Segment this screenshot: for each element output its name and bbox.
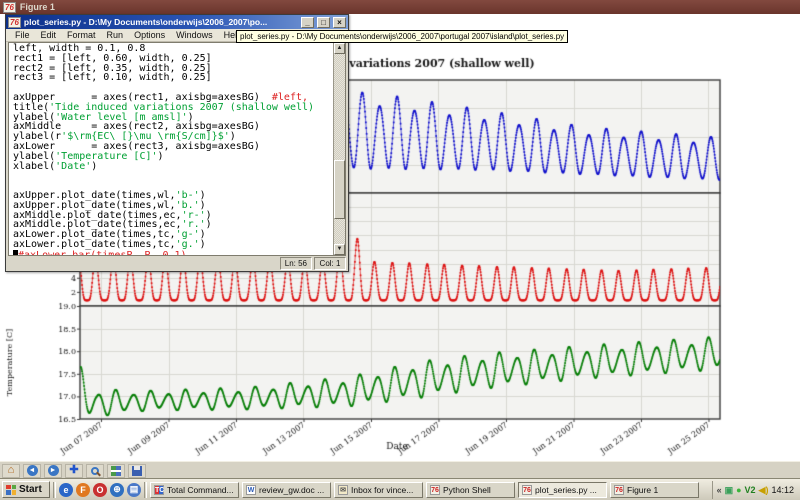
word-icon: W — [246, 484, 256, 495]
taskbar-separator — [53, 481, 56, 498]
idle-icon: 76 — [8, 16, 21, 28]
code-line: rect2 = [left, 0.35, width, 0.25] — [13, 62, 212, 74]
pan-icon[interactable]: ✚ — [65, 463, 83, 478]
opera-icon[interactable]: O — [93, 482, 107, 497]
task-label: review_gw.doc ... — [259, 484, 325, 495]
scroll-down-icon[interactable]: ▼ — [334, 244, 345, 255]
code-line: xlabel('Date') — [13, 160, 98, 172]
code-line — [13, 171, 332, 181]
taskbar-clock: 14:12 — [771, 484, 794, 495]
internet-explorer-icon[interactable]: e — [59, 482, 73, 497]
task-python-shell[interactable]: 76 Python Shell — [426, 481, 515, 498]
scroll-up-icon[interactable]: ▲ — [334, 43, 345, 54]
zoom-icon[interactable] — [86, 463, 104, 478]
code-line: title('Tide induced variations 2007 (sha… — [13, 101, 315, 113]
menu-edit[interactable]: Edit — [40, 30, 57, 40]
python-icon: 76 — [522, 484, 532, 495]
volume-icon[interactable]: ◀) — [758, 484, 769, 495]
windows-explorer-icon[interactable]: ▤ — [127, 482, 141, 497]
task-label: Python Shell — [443, 484, 491, 495]
code-line: #axLower.bar(timesP, P, 0.1) — [13, 249, 332, 255]
task-total-command-[interactable]: TC Total Command... — [150, 481, 239, 498]
task-inbox-for-vince-[interactable]: ✉ Inbox for vince... — [334, 481, 423, 498]
editor-title: plot_series.py - D:\My Documents\onderwi… — [23, 17, 268, 27]
firefox-icon[interactable]: F — [76, 482, 90, 497]
editor-titlebar[interactable]: 76 plot_series.py - D:\My Documents\onde… — [6, 15, 348, 29]
editor-scrollbar[interactable]: ▲ ▼ — [333, 43, 345, 255]
task-label: plot_series.py ... — [535, 484, 597, 495]
start-label: Start — [19, 484, 42, 495]
code-line: axMiddle.plot_date(times,ec,'r.') — [13, 219, 212, 231]
status-line: Ln: 56 — [279, 257, 312, 270]
code-line: axLower = axes(rect3, axisbg=axesBG) — [13, 140, 260, 152]
code-line: rect1 = [left, 0.60, width, 0.25] — [13, 52, 212, 64]
code-line: ylabel(r'$\rm{EC\ [}\mu \rm{S/cm]}$') — [13, 131, 236, 143]
globe-browser-icon[interactable]: ⊕ — [110, 482, 124, 497]
code-line: axUpper = axes(rect1, axisbg=axesBG) #le… — [13, 91, 309, 103]
code-line: rect3 = [left, 0.10, width, 0.25] — [13, 72, 212, 84]
matplotlib-toolbar: ⌂ ◄ ► ✚ — [0, 461, 800, 478]
matplotlib-tk-icon: 76 — [3, 1, 16, 13]
code-line: left, width = 0.1, 0.8 — [13, 43, 146, 54]
editor-statusbar: Ln: 56 Col: 1 — [8, 257, 346, 270]
editor-window: 76 plot_series.py - D:\My Documents\onde… — [5, 14, 349, 272]
back-icon[interactable]: ◄ — [23, 463, 41, 478]
menu-run[interactable]: Run — [106, 30, 124, 40]
start-button[interactable]: Start — [2, 481, 50, 498]
maximize-button[interactable]: □ — [317, 16, 330, 28]
task-label: Inbox for vince... — [351, 484, 414, 495]
hide-icons-chevron-icon[interactable]: « — [716, 484, 722, 495]
python-icon: 76 — [614, 484, 624, 495]
python-icon: 76 — [430, 484, 440, 495]
mail-icon: ✉ — [338, 484, 348, 495]
code-line: axLower.plot_date(times,tc,'g.') — [13, 238, 206, 250]
close-button[interactable]: × — [333, 16, 346, 28]
code-editor[interactable]: left, width = 0.1, 0.8 rect1 = [left, 0.6… — [10, 43, 332, 255]
forward-icon[interactable]: ► — [44, 463, 62, 478]
task-label: Figure 1 — [627, 484, 659, 495]
path-tooltip: plot_series.py - D:\My Documents\onderwi… — [236, 30, 569, 43]
menu-file[interactable]: File — [15, 30, 30, 40]
task-figure-1[interactable]: 76 Figure 1 — [610, 481, 699, 498]
menu-format[interactable]: Format — [67, 30, 96, 40]
menu-help[interactable]: Help — [223, 30, 243, 40]
image-utility-icon[interactable]: ▣ — [724, 484, 734, 495]
taskbar-separator — [144, 481, 147, 498]
menu-windows[interactable]: Windows — [176, 30, 213, 40]
scrollbar-thumb[interactable] — [334, 159, 345, 219]
text-cursor — [13, 249, 18, 255]
code-line: axUpper.plot_date(times,wl,'b-') — [13, 189, 206, 201]
task-plot-series-py-[interactable]: 76 plot_series.py ... — [518, 481, 607, 498]
menu-options[interactable]: Options — [134, 30, 166, 40]
editor-body: left, width = 0.1, 0.8 rect1 = [left, 0.6… — [8, 42, 346, 256]
system-tray: «▣ ● V2 ◀) 14:12 — [711, 480, 798, 499]
code-line: axMiddle.plot_date(times,ec,'r-') — [13, 209, 212, 221]
messenger-icon[interactable]: ● — [736, 484, 742, 495]
antivirus-v2-icon[interactable]: V2 — [744, 484, 756, 495]
figure-window-title: Figure 1 — [19, 2, 55, 12]
save-icon[interactable] — [128, 463, 146, 478]
minimize-button[interactable]: _ — [301, 16, 314, 28]
code-line: ylabel('Temperature [C]') — [13, 150, 164, 162]
windows-logo-icon — [6, 484, 16, 495]
code-line: axUpper.plot_date(times,wl,'b.') — [13, 199, 206, 211]
figure-window-titlebar[interactable]: 76 Figure 1 — [0, 0, 800, 14]
tc-icon: TC — [154, 484, 165, 495]
home-icon[interactable]: ⌂ — [2, 463, 20, 478]
code-line: ylabel('Water level [m amsl]') — [13, 111, 194, 123]
configure-subplots-icon[interactable] — [107, 463, 125, 478]
code-line: axLower.plot_date(times,tc,'g-') — [13, 229, 206, 241]
status-col: Col: 1 — [314, 257, 346, 270]
task-label: Total Command... — [167, 484, 234, 495]
code-line: axMiddle = axes(rect2, axisbg=axesBG) — [13, 121, 260, 133]
